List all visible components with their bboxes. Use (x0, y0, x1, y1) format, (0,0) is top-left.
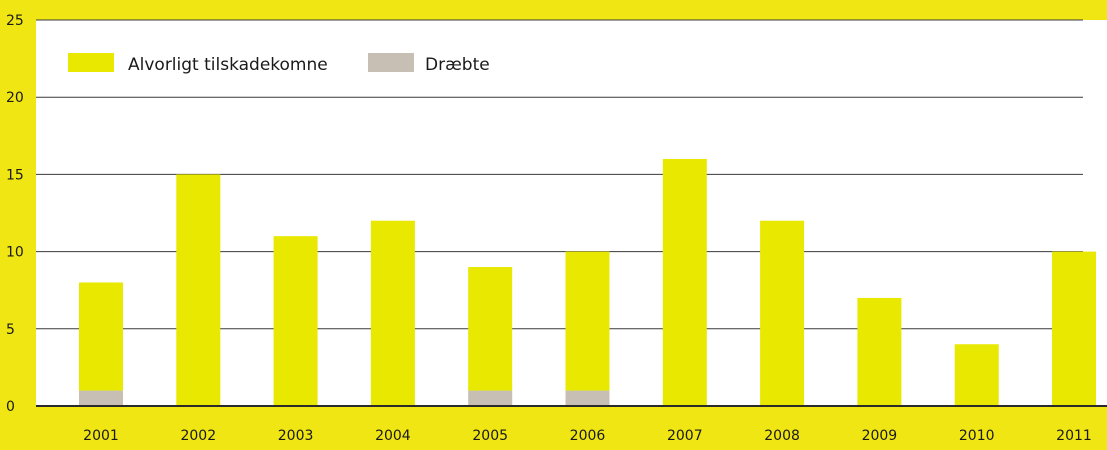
bar-2009-alvorligt (857, 297, 902, 406)
x-tick-label-2010: 2010 (959, 428, 995, 444)
x-tick-label-2001: 2001 (83, 428, 119, 444)
legend: Alvorligt tilskadekomne Dræbte (68, 53, 490, 75)
legend-label-1: Dræbte (425, 55, 490, 75)
x-tick-label-2008: 2008 (764, 428, 800, 444)
y-tick-label-10: 10 (6, 245, 24, 261)
bar-2008-alvorligt (760, 220, 805, 406)
x-tick-label-2004: 2004 (375, 428, 411, 444)
y-tick-label-20: 20 (6, 90, 24, 106)
bar-2010-alvorligt (954, 344, 999, 406)
x-tick-label-2011: 2011 (1056, 428, 1092, 444)
bar-2006-draebte (565, 390, 610, 406)
y-tick-label-15: 15 (6, 167, 24, 183)
bar-2002-alvorligt (176, 174, 221, 406)
bars (79, 158, 1096, 406)
bar-2001-alvorligt (79, 282, 123, 391)
y-tick-label-25: 25 (6, 13, 24, 29)
x-tick-label-2006: 2006 (570, 428, 606, 444)
y-tick-label-5: 5 (6, 322, 15, 338)
x-tick-label-2003: 2003 (278, 428, 314, 444)
axes: 0 5 10 15 20 25 2001 2002 2003 2004 2005 2006 2007 20… (6, 13, 1107, 444)
legend-label-0: Alvorligt tilskadekomne (128, 55, 328, 75)
bar-2001-draebte (79, 390, 123, 406)
y-tick-label-0: 0 (6, 399, 15, 415)
bar-2006-alvorligt (565, 251, 610, 391)
x-tick-label-2007: 2007 (667, 428, 703, 444)
x-tick-label-2009: 2009 (862, 428, 898, 444)
bar-2011-alvorligt (1052, 251, 1096, 406)
bar-2005-alvorligt (468, 267, 513, 391)
bar-2005-draebte (468, 390, 513, 406)
bar-2004-alvorligt (370, 220, 415, 406)
legend-swatch-0 (68, 53, 114, 72)
bar-2007-alvorligt (662, 158, 707, 406)
x-tick-label-2005: 2005 (472, 428, 508, 444)
x-tick-label-2002: 2002 (180, 428, 216, 444)
bar-2003-alvorligt (273, 236, 318, 406)
legend-swatch-1 (368, 53, 414, 72)
